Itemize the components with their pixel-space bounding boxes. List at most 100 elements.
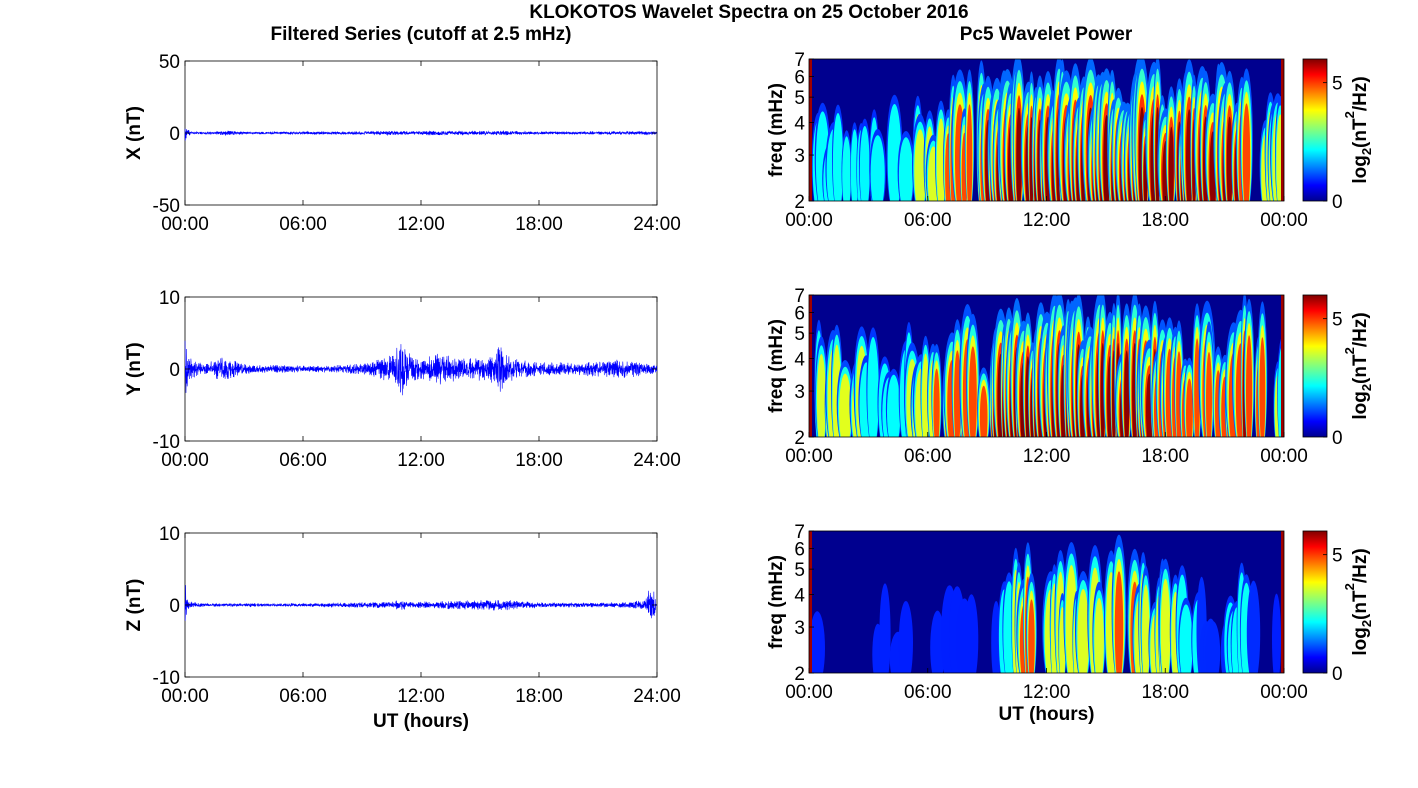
series-y-xtick-label: 24:00 <box>633 450 681 471</box>
series-y-ytick-label: 10 <box>159 288 180 309</box>
wavelet-y-power-blob <box>954 350 961 437</box>
wavelet-z-xtick-label: 00:00 <box>785 682 833 703</box>
wavelet-x-ytick-label: 4 <box>794 113 805 134</box>
series-y-ytick-label: -10 <box>153 432 180 453</box>
wavelet-x-power-blob <box>859 126 870 201</box>
wavelet-y-power-blob <box>887 374 901 437</box>
series-z-xtick-label: 00:00 <box>161 686 209 707</box>
wavelet-y-power-blob <box>867 337 879 437</box>
series-x-ytick-label: 50 <box>159 52 180 73</box>
wavelet-x-xtick-label: 00:00 <box>1260 210 1308 231</box>
wavelet-x-power-blob <box>966 104 973 201</box>
wavelet-y-ylabel: freq (mHz) <box>766 319 787 413</box>
wavelet-y-ytick-label: 3 <box>794 382 805 403</box>
wavelet-x-colorbar-tick-label: 5 <box>1332 74 1343 95</box>
wavelet-z-power-blob <box>1179 604 1193 673</box>
wavelet-y-xtick-label: 06:00 <box>904 446 952 467</box>
wavelet-x-power-blob <box>832 113 844 201</box>
left-column-title: Filtered Series (cutoff at 2.5 mHz) <box>271 24 572 45</box>
wavelet-x-ytick-label: 6 <box>794 67 805 88</box>
wavelet-z-ytick-label: 2 <box>794 664 805 685</box>
wavelet-y-ytick-label: 5 <box>794 324 805 345</box>
wavelet-x-colorbar-label-part: 2 <box>1359 148 1374 155</box>
series-x-xtick-label: 24:00 <box>633 214 681 235</box>
wavelet-z-xtick-label: 12:00 <box>1023 682 1071 703</box>
wavelet-x-ytick-label: 7 <box>794 50 805 71</box>
wavelet-y-power-blob <box>921 353 930 437</box>
wavelet-z-power-blob <box>1114 571 1124 673</box>
series-x-ytick-label: 0 <box>169 124 180 145</box>
series-z-ytick-label: 10 <box>159 524 180 545</box>
wavelet-y-power-blob <box>979 385 988 437</box>
wavelet-x-colorbar-label-part: log <box>1350 155 1371 184</box>
wavelet-z-xtick-label: 18:00 <box>1141 682 1189 703</box>
series-z-panel: -10 0 10 00:00 06:00 12:00 18:00 24:00 Z (nT) UT … <box>124 524 681 732</box>
wavelet-y-edge-left <box>809 295 812 437</box>
wavelet-z-ylabel: freq (mHz) <box>766 555 787 649</box>
wavelet-y-power-blob <box>1259 337 1266 437</box>
wavelet-z-power-blob <box>964 594 979 673</box>
wavelet-x-edge-left <box>809 59 812 201</box>
wavelet-x-power-blob <box>1226 116 1233 201</box>
wavelet-y-ytick-label: 4 <box>794 349 805 370</box>
wavelet-y-power-blob <box>1186 378 1193 437</box>
wavelet-z-ytick-label: 7 <box>794 522 805 543</box>
wavelet-z-power-blob <box>879 583 891 673</box>
wavelet-z-power-blob <box>1028 599 1035 673</box>
wavelet-y-power-blob <box>1194 338 1200 437</box>
series-x-xtick-label: 00:00 <box>161 214 209 235</box>
series-x-xtick-label: 18:00 <box>515 214 563 235</box>
wavelet-x-ylabel: freq (mHz) <box>766 83 787 177</box>
wavelet-x-xtick-label: 18:00 <box>1141 210 1189 231</box>
wavelet-z-ytick-label: 6 <box>794 539 805 560</box>
series-y-xtick-label: 12:00 <box>397 450 445 471</box>
right-column-title: Pc5 Wavelet Power <box>960 24 1133 45</box>
series-z-ylabel: Z (nT) <box>124 579 145 632</box>
wavelet-z-power-blob <box>1077 589 1089 673</box>
wavelet-y-xtick-label: 00:00 <box>785 446 833 467</box>
wavelet-x-power-blob <box>1016 107 1022 201</box>
wavelet-x-colorbar-label: log2(nT2/Hz) <box>1342 76 1374 183</box>
series-x-xtick-label: 12:00 <box>397 214 445 235</box>
wavelet-z-power-blob <box>1272 593 1281 673</box>
wavelet-y-colorbar-label-part: 2 <box>1342 347 1357 354</box>
wavelet-x-power-field <box>809 59 1284 201</box>
wavelet-x-power-blob <box>842 136 851 201</box>
wavelet-z-xtick-label: 00:00 <box>1260 682 1308 703</box>
wavelet-z-edge-left <box>809 531 812 673</box>
wavelet-x-ytick-label: 2 <box>794 192 805 213</box>
wavelet-z-power-blob <box>898 601 913 673</box>
wavelet-x-power-blob <box>914 129 926 201</box>
series-x-trace <box>184 128 658 141</box>
series-y-ylabel: Y (nT) <box>124 342 145 395</box>
wavelet-z-colorbar-label-part: 2 <box>1359 620 1374 627</box>
wavelet-z-power-blob <box>1142 584 1150 673</box>
wavelet-y-power-blob <box>969 346 977 437</box>
series-y-xtick-label: 06:00 <box>279 450 327 471</box>
wavelet-z-ytick-label: 4 <box>794 585 805 606</box>
series-z-xtick-label: 12:00 <box>397 686 445 707</box>
wavelet-x-power-blob <box>850 129 859 201</box>
wavelet-z-power-blob <box>1205 621 1221 673</box>
wavelet-x-power-blob <box>898 137 914 201</box>
series-x-ylabel: X (nT) <box>124 106 145 160</box>
wavelet-x-ytick-label: 5 <box>794 88 805 109</box>
series-z-trace <box>184 585 658 621</box>
wavelet-y-colorbar-label-part: log <box>1350 391 1371 420</box>
wavelet-z-xlabel: UT (hours) <box>998 704 1094 725</box>
wavelet-z-colorbar-label: log2(nT2/Hz) <box>1342 548 1374 655</box>
wavelet-z-colorbar-label-part: /Hz) <box>1350 548 1371 583</box>
wavelet-z-power-blob <box>1246 580 1261 673</box>
wavelet-y-power-field <box>809 295 1284 437</box>
figure-title: KLOKOTOS Wavelet Spectra on 25 October 2… <box>529 2 968 23</box>
wavelet-z-power-field <box>809 531 1284 673</box>
wavelet-x-ytick-label: 3 <box>794 146 805 167</box>
series-z-ytick-label: 0 <box>169 596 180 617</box>
series-y-panel: -10 0 10 00:00 06:00 12:00 18:00 24:00 Y (nT) <box>124 288 681 471</box>
series-x-ytick-label: -50 <box>153 196 180 217</box>
wavelet-y-colorbar-label-part: (nT <box>1350 354 1371 384</box>
